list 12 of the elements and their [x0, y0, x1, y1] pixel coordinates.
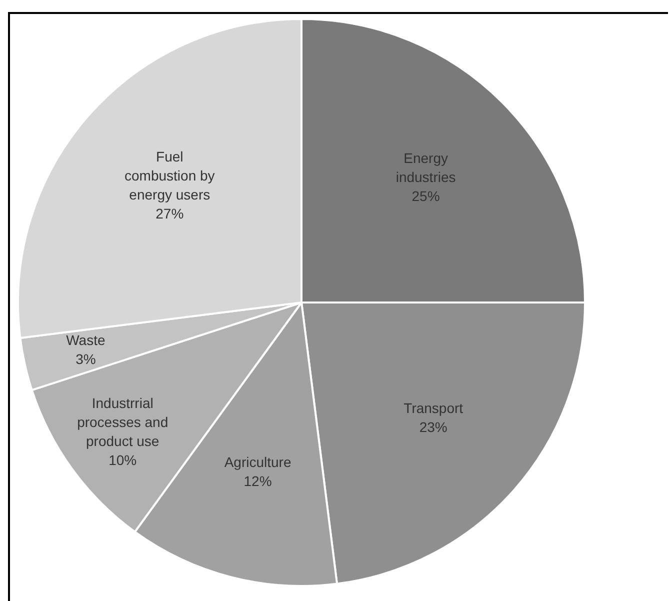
- slice-label: Transport: [404, 400, 464, 416]
- data-label: 27%: [156, 206, 184, 222]
- slice-label: Waste: [66, 332, 106, 348]
- data-label: 23%: [419, 419, 448, 436]
- data-label: 25%: [412, 188, 440, 204]
- slice-label: Energy industries: [396, 150, 456, 186]
- slice-label: Fuel combustion by energy users: [124, 148, 215, 203]
- slice-label: Industrrial processes and product use: [77, 394, 168, 449]
- data-label: 10%: [108, 452, 137, 468]
- data-label: 3%: [76, 351, 96, 368]
- data-label: 12%: [244, 473, 272, 490]
- slice-label: Agriculture: [224, 454, 292, 470]
